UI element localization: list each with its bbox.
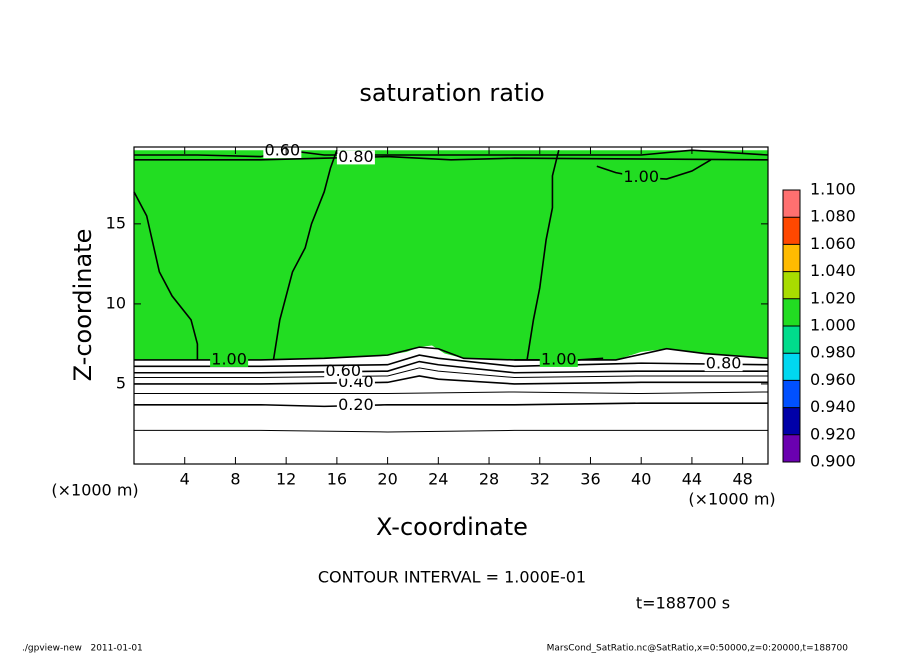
contour-label-bg bbox=[210, 352, 249, 367]
contour-line bbox=[134, 346, 769, 361]
contour-label: 0.20 bbox=[338, 395, 374, 414]
contour-label: 0.60 bbox=[265, 141, 301, 160]
contour-line bbox=[133, 191, 199, 360]
contour-line bbox=[134, 360, 768, 374]
colorbar-label: 0.980 bbox=[810, 343, 856, 362]
contour-line bbox=[134, 375, 768, 385]
contour-line bbox=[134, 354, 769, 368]
colorbar-label: 1.060 bbox=[810, 234, 856, 253]
contour-label-bg bbox=[336, 150, 375, 165]
contour-label: 1.00 bbox=[541, 349, 577, 368]
x-tick-label: 16 bbox=[327, 470, 347, 489]
x-tick-label: 12 bbox=[276, 470, 296, 489]
y-tick-label: 10 bbox=[106, 293, 126, 312]
colorbar-label: 1.040 bbox=[810, 261, 856, 280]
colorbar-bin bbox=[783, 244, 800, 272]
x-unit-label: (×1000 m) bbox=[688, 490, 775, 509]
y-tick-label: 15 bbox=[106, 213, 126, 232]
colorbar-label: 0.900 bbox=[810, 452, 856, 471]
colorbar-label: 0.940 bbox=[810, 397, 856, 416]
contour-label-bg bbox=[263, 144, 302, 159]
y-unit-label: (×1000 m) bbox=[51, 481, 138, 500]
filled-region bbox=[134, 150, 768, 360]
colorbar-bin bbox=[783, 298, 800, 326]
colorbar-bin bbox=[783, 326, 800, 354]
footer-right: MarsCond_SatRatio.nc@SatRatio,x=0:50000,… bbox=[547, 644, 849, 654]
contour-label: 1.00 bbox=[211, 349, 247, 368]
colorbar-bin bbox=[783, 271, 800, 299]
x-tick-label: 8 bbox=[230, 470, 240, 489]
colorbar-label: 0.920 bbox=[810, 424, 856, 443]
contour-line bbox=[272, 149, 338, 361]
contour-label-bg bbox=[539, 352, 578, 367]
contour-line bbox=[134, 402, 768, 408]
colorbar-bin bbox=[783, 407, 800, 435]
time-label: t=188700 s bbox=[636, 594, 730, 613]
contour-label-bg bbox=[622, 170, 661, 185]
contour-label: 0.60 bbox=[325, 361, 361, 380]
colorbar-bin bbox=[783, 353, 800, 381]
contour-line bbox=[134, 155, 769, 161]
contour-label: 0.80 bbox=[338, 147, 374, 166]
y-tick-label: 5 bbox=[116, 373, 126, 392]
x-tick-label: 28 bbox=[479, 470, 499, 489]
x-tick-label: 24 bbox=[428, 470, 448, 489]
contour-label-bg bbox=[704, 357, 743, 372]
colorbar-bin bbox=[783, 217, 800, 245]
x-tick-label: 44 bbox=[682, 470, 702, 489]
footer-left: ./gpview-new 2011-01-01 bbox=[22, 644, 143, 654]
contour-label: 0.80 bbox=[706, 354, 742, 373]
contour-label-bg bbox=[336, 398, 375, 413]
contour-line bbox=[134, 391, 769, 395]
colorbar-label: 1.100 bbox=[810, 180, 856, 199]
x-tick-label: 32 bbox=[530, 470, 550, 489]
colorbar-label: 1.080 bbox=[810, 207, 856, 226]
contour-label-bg bbox=[324, 364, 363, 379]
x-tick-label: 36 bbox=[580, 470, 600, 489]
colorbar-bin bbox=[783, 380, 800, 408]
y-axis-label: Z-coordinate bbox=[69, 229, 97, 382]
contour-line bbox=[134, 429, 768, 433]
colorbar-bin bbox=[783, 434, 800, 462]
x-tick-label: 20 bbox=[377, 470, 397, 489]
contour-label: 1.00 bbox=[623, 167, 659, 186]
colorbar-label: 1.020 bbox=[810, 288, 856, 307]
colorbar-label: 1.000 bbox=[810, 316, 856, 335]
contour-line bbox=[134, 367, 768, 379]
x-tick-label: 4 bbox=[180, 470, 190, 489]
x-axis-label: X-coordinate bbox=[376, 513, 528, 541]
contour-label-bg bbox=[336, 375, 375, 390]
plot-frame bbox=[133, 146, 769, 465]
colorbar-label: 0.960 bbox=[810, 370, 856, 389]
chart-title: saturation ratio bbox=[359, 79, 544, 107]
colorbar-bin bbox=[783, 190, 800, 218]
annotation: CONTOUR INTERVAL = 1.000E-01 bbox=[318, 568, 586, 587]
contour-line bbox=[526, 150, 560, 361]
x-tick-label: 40 bbox=[631, 470, 651, 489]
x-tick-label: 48 bbox=[732, 470, 752, 489]
